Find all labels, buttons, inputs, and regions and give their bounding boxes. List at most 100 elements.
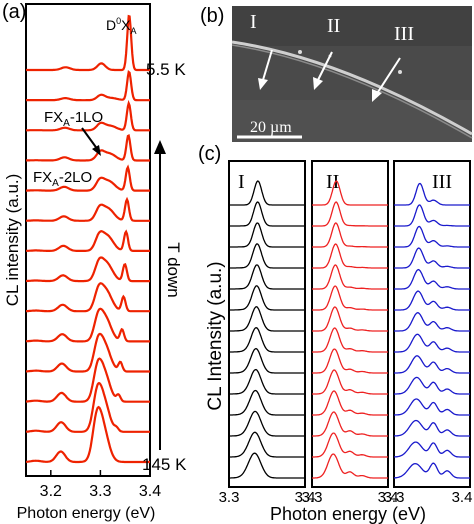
panel-c-spectrum xyxy=(312,222,388,248)
panel-c-spectrum xyxy=(394,182,470,206)
peak-label-d0xa: D0XA xyxy=(106,16,137,36)
panel-c-spectrum xyxy=(394,204,470,227)
panel-c-spectrum xyxy=(312,327,388,353)
panel-a-spectrum xyxy=(25,307,150,343)
panel-a-spectrum xyxy=(26,164,150,192)
temp-low-label: 5.5 K xyxy=(146,60,186,79)
panel-b-label: (b) xyxy=(200,5,224,27)
panel-c-spectrum xyxy=(229,264,305,290)
subpanel-ii-frame xyxy=(311,160,389,488)
panel-c-spectrum xyxy=(229,201,305,227)
panel-c-tick-label: 3.4 xyxy=(378,489,399,506)
panel-a-spectrum xyxy=(26,405,150,464)
panel-c-spectrum xyxy=(229,347,305,374)
panel-c-spectrum xyxy=(394,398,470,416)
fxa-1lo-label: FXA-1LO xyxy=(44,109,103,129)
panel-a-spectrum xyxy=(26,14,150,72)
panel-c-curves xyxy=(229,180,470,479)
panel-a-xticks: 3.2 3.3 3.4 xyxy=(40,470,161,500)
subpanel-iii-frame xyxy=(393,160,471,488)
panel-c-xticks: 3.3 3.43.3 3.43.3 3.4 xyxy=(219,482,473,506)
region-label-iii: III xyxy=(394,23,414,45)
nanowire-edge xyxy=(231,40,473,136)
panel-a-spectrum xyxy=(25,229,150,252)
panel-c-spectrum xyxy=(312,306,388,332)
panel-c-spectrum xyxy=(229,222,305,248)
panel-c-spectrum xyxy=(312,264,388,290)
panel-c-spectrum xyxy=(312,432,388,458)
panel-a-spectrum xyxy=(26,256,150,283)
panel-c-spectrum xyxy=(312,201,388,227)
panel-a-spectrum xyxy=(26,282,150,313)
panel-c-spectrum xyxy=(394,290,470,311)
region-iii-arrow xyxy=(377,57,401,93)
region-ii-arrow xyxy=(317,51,333,81)
panel-c-spectrum xyxy=(229,306,305,332)
panel-c-spectrum xyxy=(229,452,305,479)
panel-a-spectrum xyxy=(26,332,150,373)
panel-c-spectrum xyxy=(394,333,470,353)
region-label-ii: II xyxy=(327,15,340,37)
panel-c-spectrum xyxy=(394,441,470,458)
panel-c-tick-label: 3.3 xyxy=(219,489,240,506)
panel-c-tick-label: 3.3 xyxy=(384,489,405,506)
panel-a-xlabel: Photon energy (eV) xyxy=(17,505,156,522)
panel-a-spectrum xyxy=(25,382,150,433)
panel-c-spectrum xyxy=(312,369,388,395)
panel-c-spectrum xyxy=(394,268,470,290)
subpanel-ii-label: II xyxy=(326,171,339,193)
region-label-i: I xyxy=(250,11,257,33)
panel-c-spectrum xyxy=(312,285,388,311)
panel-c-spectrum xyxy=(394,376,470,395)
panel-a-spectrum xyxy=(26,99,150,132)
panel-a-spectrum xyxy=(25,357,150,403)
panel-c-xlabel: Photon energy (eV) xyxy=(270,504,426,524)
panel-a-frame xyxy=(25,3,151,477)
sem-image xyxy=(231,6,473,142)
subpanel-i-label: I xyxy=(238,171,245,193)
panel-a-spectrum xyxy=(26,70,150,102)
panel-a-ylabel: CL intensity (a.u.) xyxy=(3,174,22,307)
panel-c-spectrum xyxy=(229,180,305,206)
panel-c-spectrum xyxy=(229,431,305,458)
panel-a-tick-label: 3.3 xyxy=(89,483,111,500)
panel-c-spectrum xyxy=(229,285,305,311)
panel-a-label: (a) xyxy=(2,1,26,23)
panel-c-spectrum xyxy=(312,453,388,479)
panel-a-tick-label: 3.4 xyxy=(139,483,161,500)
t-down-label: T down xyxy=(164,242,183,297)
panel-c-spectrum xyxy=(394,312,470,332)
panel-c-spectrum xyxy=(229,368,305,395)
panel-c-spectrum xyxy=(394,247,470,269)
panel-c-spectrum xyxy=(393,419,470,437)
subpanel-i-frame xyxy=(228,160,306,488)
t-down-arrowhead xyxy=(154,140,166,154)
panel-c-spectrum xyxy=(312,348,388,374)
panel-c-spectrum xyxy=(229,410,305,437)
panel-a-spectrum xyxy=(26,196,150,222)
panel-c-tick-label: 3.4 xyxy=(452,489,473,506)
region-i-arrow xyxy=(262,49,273,81)
fxa-2lo-label: FXA-2LO xyxy=(33,169,92,189)
panel-c-spectrum xyxy=(229,243,305,269)
panel-c-label: (c) xyxy=(198,143,221,165)
panel-c-tick-label: 3.3 xyxy=(302,489,323,506)
scale-bar-label: 20 µm xyxy=(250,119,292,136)
panel-a-curves xyxy=(25,14,150,464)
panel-c-ylabel: CL Intensity (a.u.) xyxy=(205,261,226,410)
panel-c-spectrum xyxy=(394,225,470,248)
panel-c-tick-label: 3.4 xyxy=(295,489,316,506)
fxa-1lo-pointer xyxy=(81,127,99,151)
panel-c-spectrum xyxy=(394,355,470,374)
panel-c-spectrum xyxy=(312,180,388,206)
fxa-1lo-arrowhead xyxy=(92,145,101,156)
panel-c-spectrum xyxy=(229,389,305,416)
panel-c-spectrum xyxy=(312,411,388,437)
panel-c-spectrum xyxy=(312,243,388,269)
panel-c-spectrum xyxy=(312,390,388,416)
temp-high-label: 145 K xyxy=(142,455,187,474)
panel-a-spectrum xyxy=(26,133,150,162)
panel-a-tick-label: 3.2 xyxy=(40,483,62,500)
subpanel-iii-label: III xyxy=(432,171,452,193)
